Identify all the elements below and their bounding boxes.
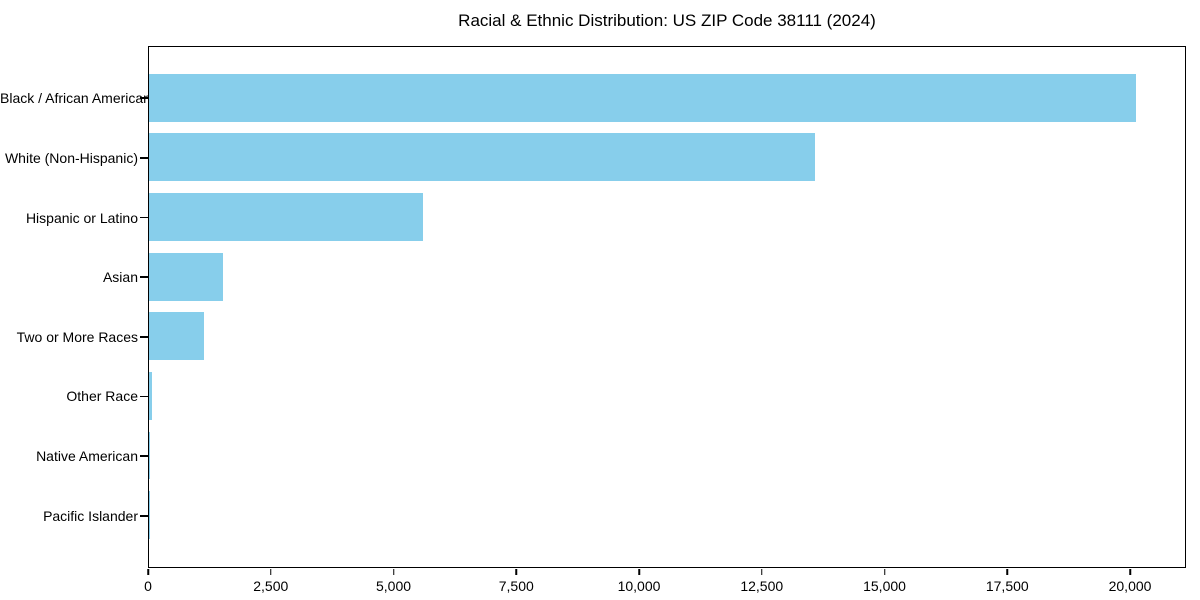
y-tick-label: Hispanic or Latino — [25, 209, 138, 226]
x-tick-label: 2,500 — [253, 578, 289, 594]
bar — [149, 193, 424, 241]
y-tick-mark — [140, 515, 148, 517]
y-tick-label: Pacific Islander — [43, 507, 138, 524]
x-tick-mark — [392, 569, 395, 575]
x-tick-mark — [883, 569, 886, 575]
x-axis: 0 2,500 5,000 7,500 10,000 12,500 15,000 17,500… — [144, 568, 1186, 600]
y-axis-labels: Black / African American White (Non-Hispa… — [0, 46, 151, 568]
x-tick-mark — [761, 569, 763, 575]
x-tick-mark — [147, 569, 149, 575]
y-tick-label: Two or More Races — [16, 328, 138, 345]
x-tick-mark — [515, 569, 517, 575]
x-tick-label: 10,000 — [617, 578, 661, 594]
x-tick-label: 15,000 — [863, 578, 906, 594]
y-tick-mark — [140, 395, 148, 398]
y-tick-label: Native American — [36, 448, 138, 465]
y-axis-ticks — [140, 46, 148, 568]
x-tick-label: 20,000 — [1108, 578, 1152, 594]
x-tick-label: 17,500 — [985, 578, 1029, 594]
x-tick-mark — [1006, 569, 1009, 575]
bar — [149, 252, 223, 301]
y-tick-mark — [140, 216, 148, 219]
x-tick-mark — [638, 569, 640, 575]
x-tick-label: 0 — [144, 578, 152, 594]
y-tick-mark — [140, 276, 148, 278]
x-tick-mark — [1129, 569, 1131, 575]
plot-area — [148, 46, 1186, 568]
x-tick-label: 7,500 — [498, 578, 534, 594]
y-tick-label: White (Non-Hispanic) — [4, 149, 138, 166]
x-tick-label: 12,500 — [740, 578, 784, 594]
chart-title: Racial & Ethnic Distribution: US ZIP Cod… — [458, 11, 876, 30]
bar — [149, 372, 153, 420]
bar — [149, 73, 1136, 122]
y-tick-label: Asian — [102, 269, 138, 286]
y-tick-mark — [140, 97, 148, 99]
bar — [149, 312, 205, 361]
y-tick-label: Other Race — [66, 388, 138, 405]
y-tick-mark — [140, 157, 148, 159]
x-tick-mark — [270, 569, 272, 575]
x-tick-label: 5,000 — [375, 578, 412, 594]
bar — [149, 431, 150, 480]
bar — [149, 133, 815, 182]
y-tick-mark — [140, 336, 148, 338]
y-tick-label: Black / African American — [0, 90, 151, 107]
y-tick-mark — [140, 455, 148, 457]
